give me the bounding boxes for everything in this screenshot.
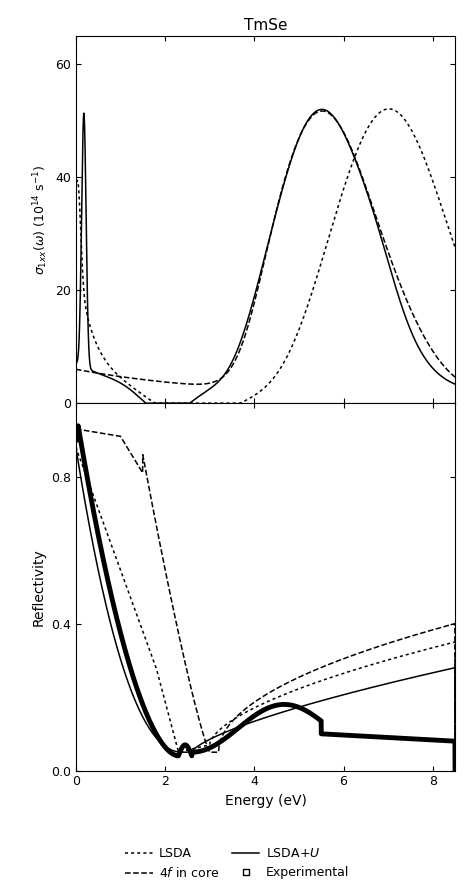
X-axis label: Energy (eV): Energy (eV)	[225, 794, 306, 808]
Legend: LSDA, $4f$ in core, LSDA+$U$, Experimental: LSDA, $4f$ in core, LSDA+$U$, Experiment…	[120, 842, 354, 885]
Y-axis label: Reflectivity: Reflectivity	[31, 548, 46, 625]
Title: TmSe: TmSe	[244, 18, 287, 33]
Y-axis label: $\sigma_{1xx}(\omega)$ ($10^{14}$ s$^{-1}$): $\sigma_{1xx}(\omega)$ ($10^{14}$ s$^{-1…	[31, 164, 50, 275]
